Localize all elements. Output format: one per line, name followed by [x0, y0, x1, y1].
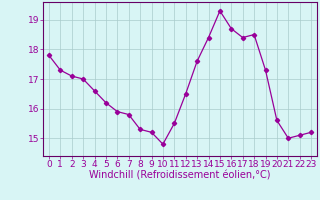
X-axis label: Windchill (Refroidissement éolien,°C): Windchill (Refroidissement éolien,°C) — [89, 171, 271, 181]
